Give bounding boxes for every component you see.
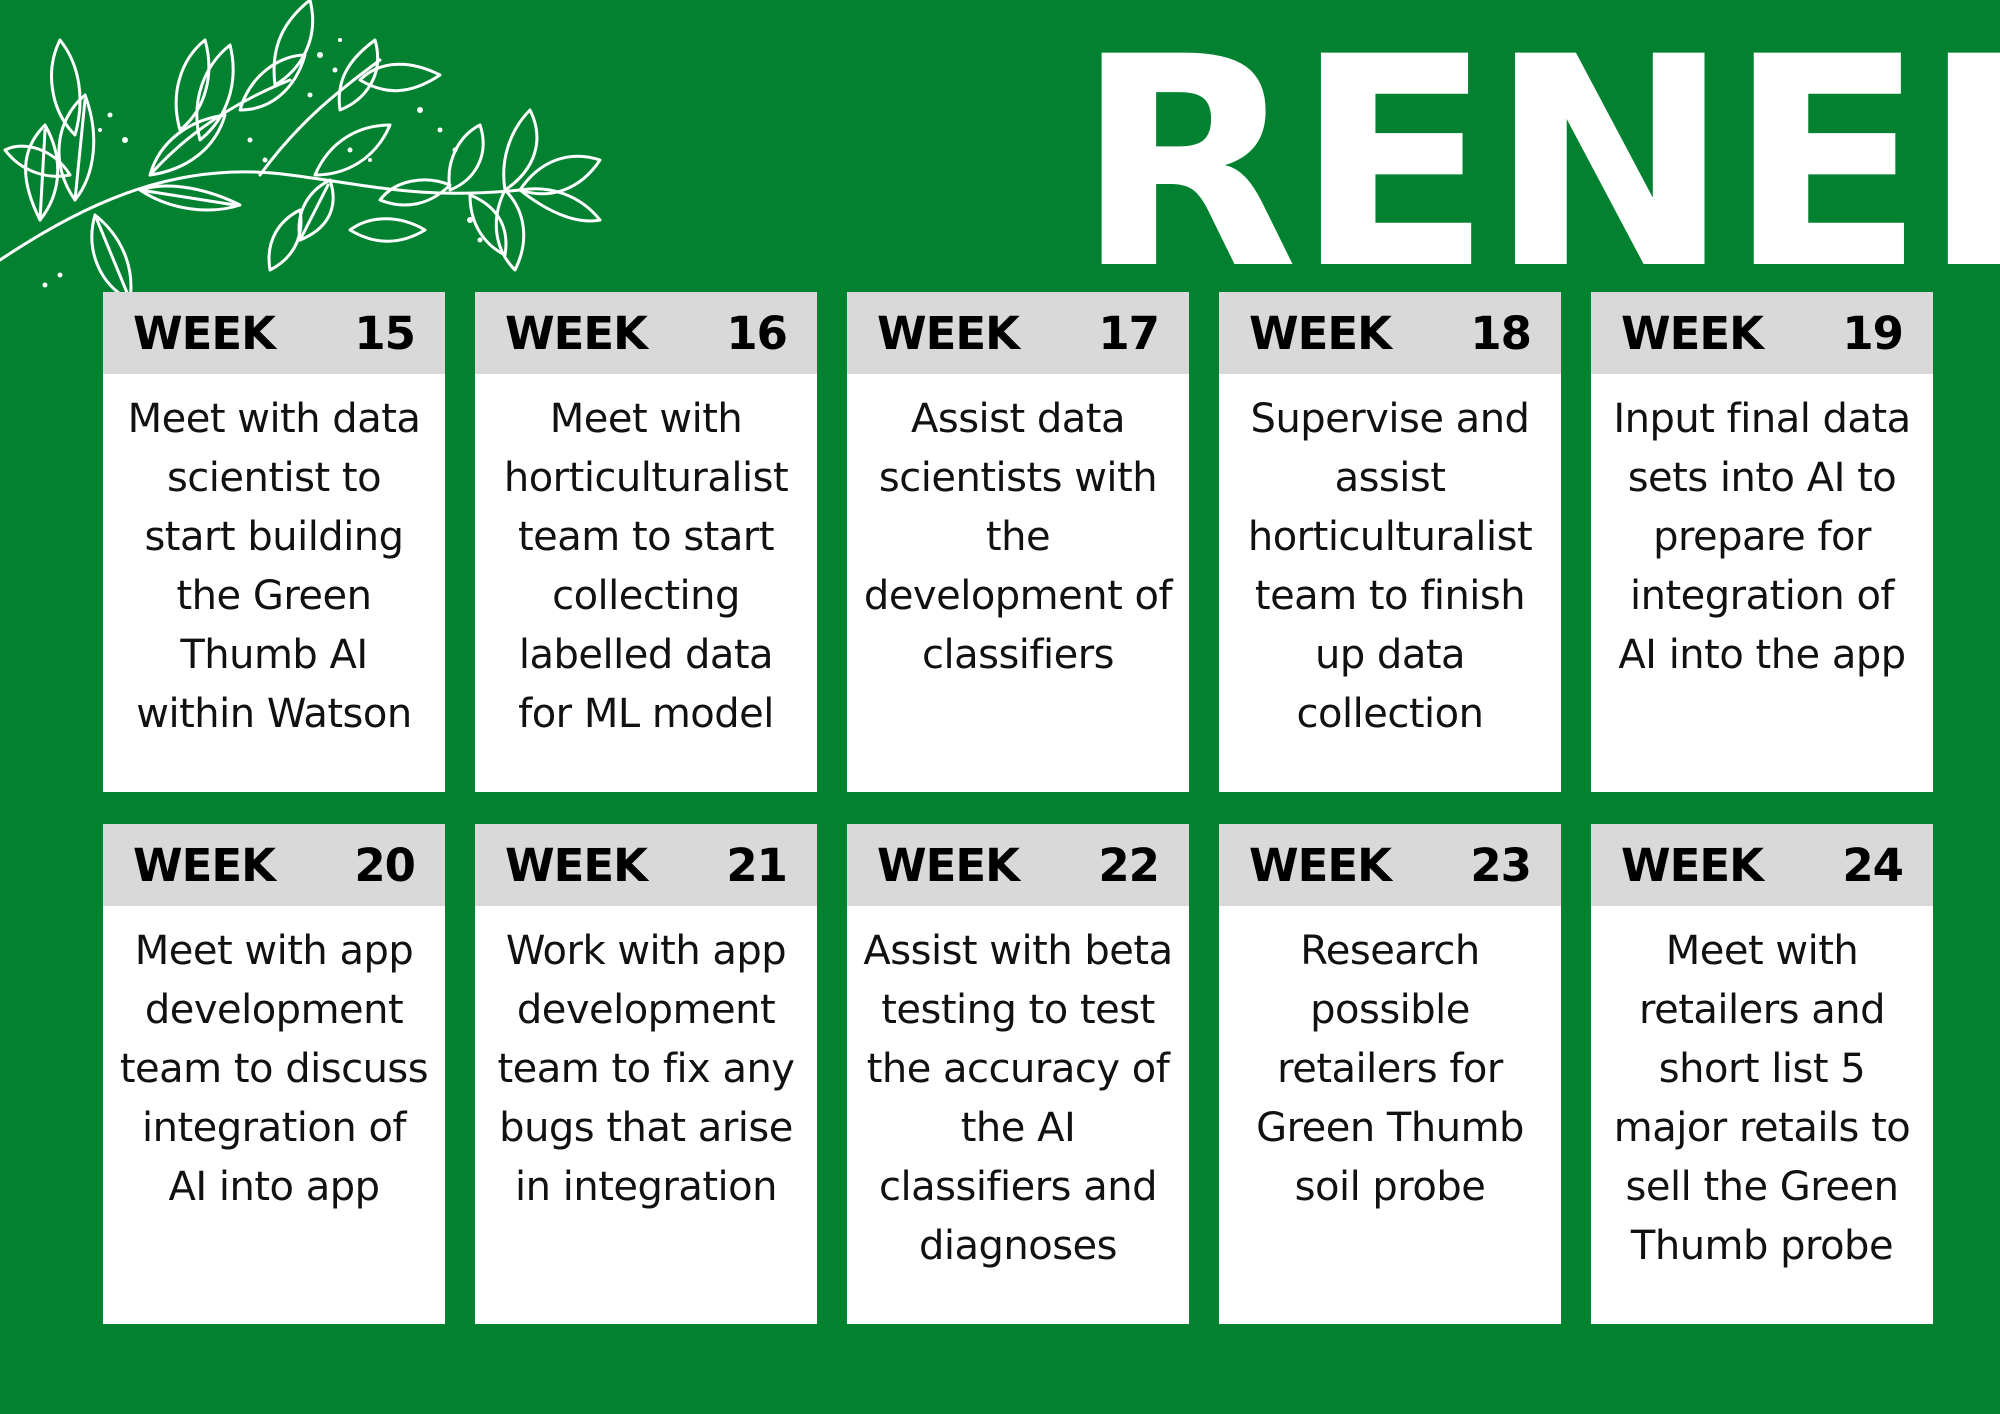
leaf-branch-icon <box>0 0 602 302</box>
week-number: 24 <box>1842 838 1904 892</box>
week-task: Assist data scientists with the developm… <box>863 396 1173 678</box>
week-card: WEEK 23 Research possible retailers for Gr… <box>1219 824 1561 1324</box>
week-task: Assist with beta testing to test the acc… <box>863 928 1173 1269</box>
week-label: WEEK <box>133 306 276 360</box>
week-number: 21 <box>726 838 788 892</box>
week-label: WEEK <box>877 838 1020 892</box>
week-card-header: WEEK 24 <box>1591 824 1933 906</box>
week-number: 17 <box>1098 306 1160 360</box>
week-label: WEEK <box>1621 306 1764 360</box>
week-label: WEEK <box>877 306 1020 360</box>
week-task: Meet with horticulturalist team to start… <box>503 396 789 737</box>
week-label: WEEK <box>133 838 276 892</box>
week-card-header: WEEK 22 <box>847 824 1189 906</box>
week-card-header: WEEK 19 <box>1591 292 1933 374</box>
week-card: WEEK 22 Assist with beta testing to test t… <box>847 824 1189 1324</box>
week-card: WEEK 17 Assist data scientists with the de… <box>847 292 1189 792</box>
week-task: Work with app development team to fix an… <box>497 928 795 1210</box>
week-label: WEEK <box>1249 838 1392 892</box>
week-number: 19 <box>1842 306 1904 360</box>
week-card-header: WEEK 21 <box>475 824 817 906</box>
week-card: WEEK 19 Input final data sets into AI to p… <box>1591 292 1933 792</box>
week-label: WEEK <box>505 838 648 892</box>
week-label: WEEK <box>505 306 648 360</box>
week-number: 20 <box>354 838 416 892</box>
page-title: RENEE <box>1075 0 2000 333</box>
week-card: WEEK 21 Work with app development team to … <box>475 824 817 1324</box>
week-card-header: WEEK 18 <box>1219 292 1561 374</box>
week-label: WEEK <box>1249 306 1392 360</box>
week-task: Input final data sets into AI to prepare… <box>1613 396 1911 678</box>
week-card: WEEK 15 Meet with data scientist to start … <box>103 292 445 792</box>
week-card: WEEK 20 Meet with app development team to … <box>103 824 445 1324</box>
week-task: Meet with app development team to discus… <box>119 928 429 1210</box>
week-task: Meet with retailers and short list 5 maj… <box>1613 928 1911 1269</box>
week-number: 22 <box>1098 838 1160 892</box>
week-card-header: WEEK 17 <box>847 292 1189 374</box>
week-card: WEEK 24 Meet with retailers and short list… <box>1591 824 1933 1324</box>
week-number: 16 <box>726 306 788 360</box>
week-card-header: WEEK 16 <box>475 292 817 374</box>
week-task: Supervise and assist horticulturalist te… <box>1247 396 1533 737</box>
week-number: 15 <box>354 306 416 360</box>
week-task: Meet with data scientist to start buildi… <box>127 396 421 737</box>
week-card-header: WEEK 15 <box>103 292 445 374</box>
week-number: 18 <box>1470 306 1532 360</box>
week-task: Research possible retailers for Green Th… <box>1256 928 1524 1210</box>
week-card: WEEK 16 Meet with horticulturalist team to… <box>475 292 817 792</box>
week-number: 23 <box>1470 838 1532 892</box>
week-card: WEEK 18 Supervise and assist horticultural… <box>1219 292 1561 792</box>
week-card-header: WEEK 23 <box>1219 824 1561 906</box>
week-card-header: WEEK 20 <box>103 824 445 906</box>
week-label: WEEK <box>1621 838 1764 892</box>
